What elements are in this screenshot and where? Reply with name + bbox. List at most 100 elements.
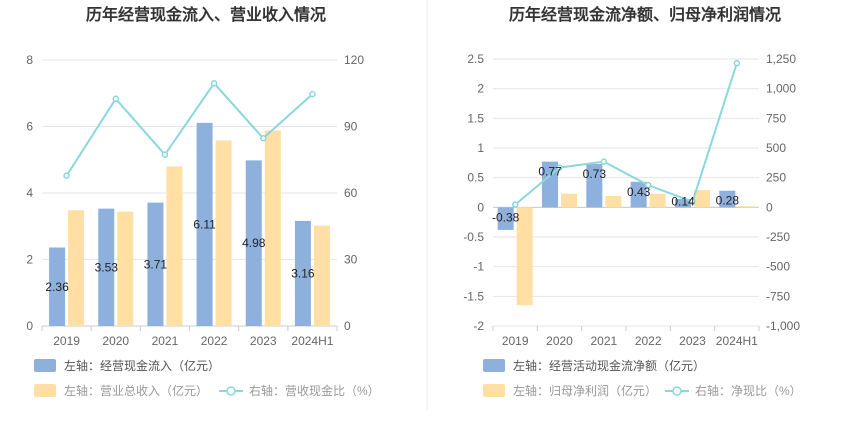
x-axis-tick: 2022	[201, 334, 228, 348]
x-axis-tick: 2023	[250, 334, 277, 348]
left-axis-tick: 2.5	[467, 52, 484, 66]
x-axis-tick: 2020	[546, 334, 573, 348]
left-axis-tick: 2	[477, 82, 484, 96]
x-axis-tick: 2021	[590, 334, 617, 348]
bar-primary	[675, 199, 691, 208]
left-axis-tick: -0.5	[463, 230, 484, 244]
right-axis-tick: 0	[344, 319, 351, 333]
x-axis-tick: 2019	[53, 334, 80, 348]
right-axis-tick: 30	[344, 253, 358, 267]
line-point	[600, 158, 608, 165]
bar-primary	[245, 160, 262, 326]
line-point	[112, 95, 119, 103]
data-label: 0.73	[583, 167, 607, 181]
data-label: 0.77	[538, 165, 562, 179]
legend-swatch-point	[672, 386, 682, 396]
right-axis-tick: 90	[344, 120, 358, 134]
data-label: 3.16	[291, 266, 315, 280]
left-axis-tick: 4	[26, 186, 33, 200]
right-axis-tick: 0	[766, 200, 773, 214]
right-axis-tick: 60	[344, 186, 358, 200]
left-axis-tick: 1.5	[467, 111, 484, 125]
bar-primary	[147, 202, 164, 326]
line-point	[511, 201, 519, 208]
data-label: 0.28	[716, 194, 740, 208]
data-label: 2.36	[45, 280, 69, 294]
bar-secondary	[649, 193, 666, 208]
left-axis-tick: -2	[473, 319, 484, 333]
x-axis-tick: 2020	[102, 334, 129, 348]
bar-primary	[294, 220, 311, 326]
right-axis-tick: 750	[766, 111, 786, 125]
legend-label: 左轴：归母净利润（亿元）	[513, 383, 657, 398]
legend-swatch-bar	[483, 359, 505, 372]
bar-secondary	[264, 130, 281, 326]
bar-secondary	[313, 225, 330, 326]
left-axis-tick: 8	[26, 53, 33, 67]
data-label: 0.43	[627, 185, 651, 199]
line-point	[689, 198, 696, 205]
legend-label: 左轴：营业总收入（亿元）	[64, 383, 208, 398]
left-axis-tick: -1.5	[463, 289, 484, 303]
data-label: 4.98	[242, 236, 266, 250]
legend-label: 右轴：净现比（%）	[695, 383, 802, 398]
right-axis-tick: 120	[344, 53, 364, 67]
line-series	[514, 62, 738, 206]
left-axis-tick: 0	[477, 200, 484, 214]
x-axis-tick: 2024H1	[716, 334, 758, 348]
legend-label: 右轴：营收现金比（%）	[249, 383, 380, 398]
bar-secondary	[117, 211, 134, 326]
data-label: 0.14	[671, 194, 695, 208]
line-series	[65, 81, 314, 177]
bar-primary	[630, 181, 647, 208]
bar-secondary	[68, 210, 85, 326]
legend-swatch-bar	[34, 384, 56, 397]
x-axis-tick: 2023	[679, 334, 706, 348]
right-axis-tick: 250	[766, 171, 786, 185]
line-point	[161, 151, 169, 158]
line-point	[556, 164, 563, 171]
x-axis-tick: 2021	[152, 334, 179, 348]
line-point	[309, 90, 316, 98]
data-label: 3.53	[95, 260, 119, 274]
line-point	[210, 80, 218, 87]
x-axis-tick: 2024H1	[291, 334, 333, 348]
bar-secondary	[738, 206, 755, 208]
bar-primary	[497, 207, 514, 230]
chart-title: 历年经营现金流净额、归母净利润情况	[509, 5, 781, 24]
right-axis-tick: 1,250	[766, 52, 796, 66]
bar-secondary	[215, 140, 232, 326]
line-point	[644, 181, 652, 189]
legend-swatch-bar	[483, 384, 505, 397]
bar-secondary	[166, 166, 183, 326]
line-point	[733, 59, 741, 67]
right-axis-tick: -500	[766, 260, 790, 274]
right-axis-tick: 1,000	[766, 82, 796, 96]
legend-label: 左轴：经营现金流入（亿元）	[64, 358, 220, 373]
left-axis-tick: 1	[477, 141, 484, 155]
chart-title: 历年经营现金流入、营业收入情况	[86, 5, 326, 24]
line-point	[260, 134, 267, 142]
left-axis-tick: -1	[473, 260, 484, 274]
bar-primary	[49, 247, 66, 326]
right-axis-tick: -750	[766, 289, 790, 303]
x-axis-tick: 2019	[502, 334, 529, 348]
bar-primary	[586, 164, 603, 208]
left-axis-tick: 0	[26, 319, 33, 333]
left-axis-tick: 2	[26, 253, 33, 267]
bar-secondary	[605, 196, 622, 208]
bar-primary	[719, 190, 736, 208]
bar-primary	[196, 122, 213, 326]
bar-secondary	[694, 190, 710, 208]
left-axis-tick: 0.5	[467, 171, 484, 185]
data-label: 6.11	[193, 217, 216, 231]
x-axis-tick: 2022	[635, 334, 662, 348]
right-axis-tick: -1,000	[766, 319, 800, 333]
bar-primary	[98, 208, 115, 326]
right-axis-tick: -250	[766, 230, 790, 244]
legend-swatch-point	[226, 386, 236, 396]
legend-swatch-bar	[34, 359, 56, 372]
data-label: 3.71	[144, 257, 168, 271]
